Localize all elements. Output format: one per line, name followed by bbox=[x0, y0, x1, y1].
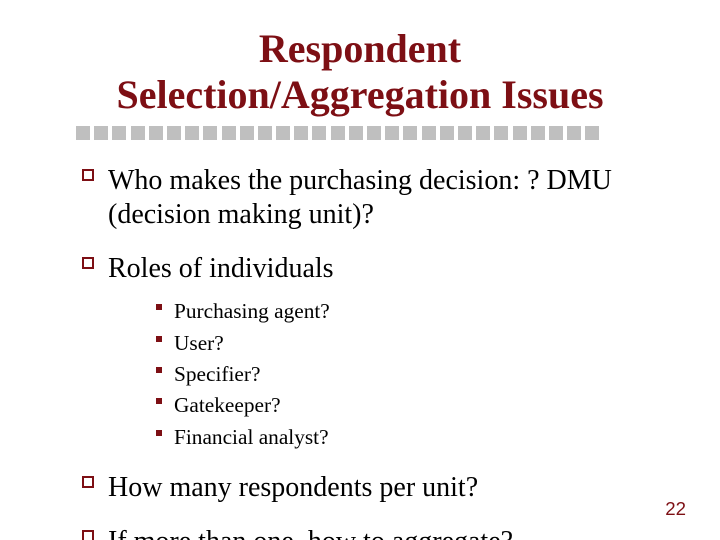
bullet-text: Roles of individuals bbox=[108, 253, 334, 284]
title-line-2: Selection/Aggregation Issues bbox=[116, 72, 603, 117]
sub-bullet-item: Purchasing agent? bbox=[156, 298, 680, 325]
bullet-text: Who makes the purchasing decision: ? DMU… bbox=[108, 165, 612, 230]
sub-bullet-item: Financial analyst? bbox=[156, 424, 680, 451]
slide-title: Respondent Selection/Aggregation Issues bbox=[40, 26, 680, 118]
slide: Respondent Selection/Aggregation Issues … bbox=[0, 0, 720, 540]
sub-bullet-text: User? bbox=[174, 331, 224, 355]
sub-bullet-text: Specifier? bbox=[174, 362, 260, 386]
sub-bullet-text: Gatekeeper? bbox=[174, 393, 281, 417]
sub-bullet-text: Purchasing agent? bbox=[174, 299, 330, 323]
bullet-text: If more than one, how to aggregate? bbox=[108, 526, 513, 540]
bullet-list: Who makes the purchasing decision: ? DMU… bbox=[40, 164, 680, 540]
bullet-item: If more than one, how to aggregate? bbox=[82, 525, 680, 540]
bullet-text: How many respondents per unit? bbox=[108, 472, 478, 503]
page-number: 22 bbox=[665, 498, 686, 520]
divider-squares bbox=[40, 126, 680, 140]
sub-bullet-item: User? bbox=[156, 330, 680, 357]
bullet-item: Roles of individuals Purchasing agent? U… bbox=[82, 252, 680, 451]
sub-bullet-text: Financial analyst? bbox=[174, 425, 329, 449]
bullet-item: How many respondents per unit? bbox=[82, 471, 680, 505]
sub-bullet-list: Purchasing agent? User? Specifier? Gatek… bbox=[108, 298, 680, 450]
title-line-1: Respondent bbox=[259, 26, 461, 71]
bullet-item: Who makes the purchasing decision: ? DMU… bbox=[82, 164, 680, 232]
sub-bullet-item: Gatekeeper? bbox=[156, 392, 680, 419]
sub-bullet-item: Specifier? bbox=[156, 361, 680, 388]
